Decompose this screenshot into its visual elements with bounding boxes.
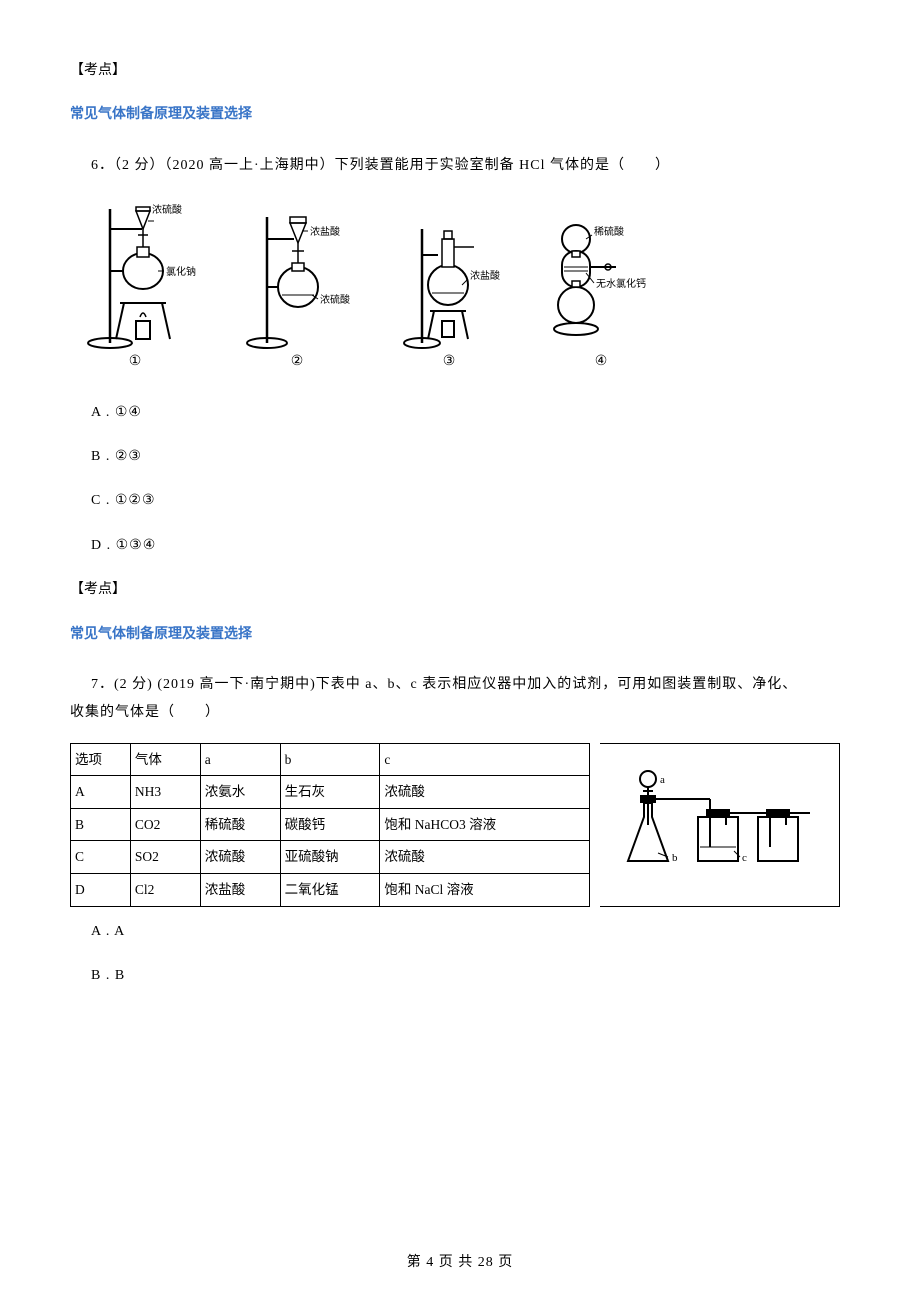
cell: 饱和 NaHCO3 溶液	[380, 808, 590, 841]
cell: 生石灰	[280, 776, 380, 809]
cell: CO2	[130, 808, 200, 841]
cell: NH3	[130, 776, 200, 809]
topic-link-1[interactable]: 常见气体制备原理及装置选择	[70, 104, 850, 126]
cell: C	[71, 841, 131, 874]
cell: A	[71, 776, 131, 809]
cell: 二氧化锰	[280, 874, 380, 907]
q7-option-a[interactable]: A . A	[70, 921, 850, 943]
q6-option-b[interactable]: B . ②③	[70, 446, 850, 468]
q7-row-d: D Cl2 浓盐酸 二氧化锰 饱和 NaCl 溶液	[71, 874, 590, 907]
q6-option-a[interactable]: A . ①④	[70, 402, 850, 424]
app1-top-label: 浓硫酸	[152, 203, 182, 216]
q7-h2: a	[200, 743, 280, 776]
q7-option-b[interactable]: B . B	[70, 965, 850, 987]
q7-table: 选项 气体 a b c A NH3 浓氨水 生石灰 浓硫酸 B CO2 稀硫酸 …	[70, 743, 590, 907]
cell: D	[71, 874, 131, 907]
cell: 碳酸钙	[280, 808, 380, 841]
app4-mid-label: 无水氯化钙	[596, 277, 646, 290]
kaodian-label-mid: 【考点】	[70, 579, 850, 601]
apparatus-4: 稀硫酸 无水氯化钙 ④	[536, 209, 666, 373]
q7-stem-line2: 收集的气体是（ ）	[70, 702, 850, 724]
q7-h3: b	[280, 743, 380, 776]
q7-diagram-svg: a b c	[610, 765, 830, 885]
cell: 饱和 NaCl 溶液	[380, 874, 590, 907]
cell: SO2	[130, 841, 200, 874]
cell: 浓硫酸	[380, 776, 590, 809]
cell: 浓氨水	[200, 776, 280, 809]
q7-h4: c	[380, 743, 590, 776]
cell: Cl2	[130, 874, 200, 907]
cell: 浓硫酸	[380, 841, 590, 874]
q6-apparatus-row: 浓硫酸 氯化钠 ① 浓盐酸 浓硫酸	[70, 199, 850, 373]
apparatus-3-num: ③	[443, 351, 456, 373]
q6-option-c[interactable]: C . ①②③	[70, 490, 850, 512]
q7-label-c: c	[742, 852, 747, 864]
q7-row-b: B CO2 稀硫酸 碳酸钙 饱和 NaHCO3 溶液	[71, 808, 590, 841]
kaodian-label-top: 【考点】	[70, 60, 850, 82]
q6-option-d[interactable]: D . ①③④	[70, 535, 850, 557]
apparatus-2: 浓盐酸 浓硫酸 ②	[232, 199, 362, 373]
q7-diagram: a b c	[600, 743, 840, 907]
q7-row-c: C SO2 浓硫酸 亚硫酸钠 浓硫酸	[71, 841, 590, 874]
topic-link-2[interactable]: 常见气体制备原理及装置选择	[70, 624, 850, 646]
q7-row-a: A NH3 浓氨水 生石灰 浓硫酸	[71, 776, 590, 809]
cell: 稀硫酸	[200, 808, 280, 841]
app1-mid-label: 氯化钠	[166, 265, 196, 278]
app4-top-label: 稀硫酸	[594, 225, 624, 238]
apparatus-2-svg: 浓盐酸 浓硫酸	[232, 199, 362, 349]
q7-label-b: b	[672, 852, 678, 864]
cell: 浓硫酸	[200, 841, 280, 874]
q7-label-a: a	[660, 774, 665, 786]
q7-table-wrap: 选项 气体 a b c A NH3 浓氨水 生石灰 浓硫酸 B CO2 稀硫酸 …	[70, 743, 850, 907]
cell: 浓盐酸	[200, 874, 280, 907]
cell: B	[71, 808, 131, 841]
apparatus-2-num: ②	[291, 351, 304, 373]
q7-header-row: 选项 气体 a b c	[71, 743, 590, 776]
app2-mid-label: 浓硫酸	[320, 293, 350, 306]
page-footer: 第 4 页 共 28 页	[0, 1252, 920, 1274]
apparatus-4-svg: 稀硫酸 无水氯化钙	[536, 209, 666, 349]
cell: 亚硫酸钠	[280, 841, 380, 874]
apparatus-4-num: ④	[595, 351, 608, 373]
apparatus-1-num: ①	[129, 351, 142, 373]
app3-mid-label: 浓盐酸	[470, 269, 500, 282]
q6-stem: 6．（2 分）（2020 高一上·上海期中）下列装置能用于实验室制备 HCl 气…	[70, 155, 850, 177]
app2-top-label: 浓盐酸	[310, 225, 340, 238]
q7-h0: 选项	[71, 743, 131, 776]
apparatus-3: 浓盐酸 ③	[394, 199, 504, 373]
apparatus-1-svg: 浓硫酸 氯化钠	[70, 199, 200, 349]
q7-stem-line1: 7．(2 分) (2019 高一下·南宁期中)下表中 a、b、c 表示相应仪器中…	[70, 674, 850, 696]
apparatus-1: 浓硫酸 氯化钠 ①	[70, 199, 200, 373]
q7-h1: 气体	[130, 743, 200, 776]
apparatus-3-svg: 浓盐酸	[394, 199, 504, 349]
